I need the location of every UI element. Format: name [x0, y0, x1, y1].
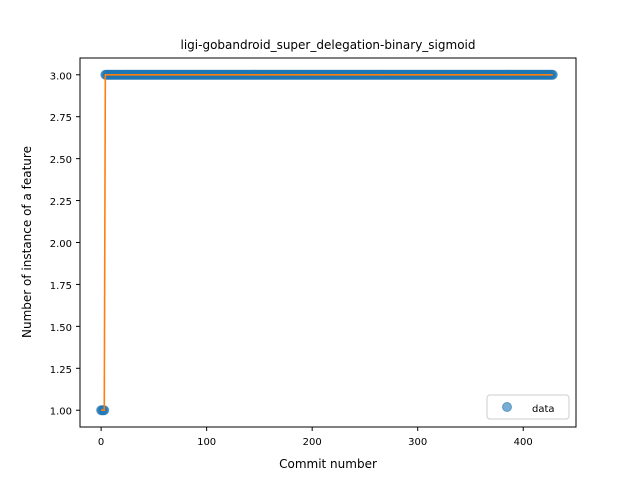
x-tick-label: 200	[303, 437, 322, 448]
legend-marker	[502, 402, 512, 412]
legend-box	[486, 394, 570, 420]
x-tick-label: 0	[98, 437, 104, 448]
y-tick-label: 2.25	[50, 197, 72, 208]
y-axis-label: Number of instance of a feature	[20, 146, 34, 338]
series-line	[101, 73, 553, 412]
legend-label-data: data	[532, 404, 555, 415]
y-tick-label: 3.00	[50, 71, 72, 82]
legend: data	[486, 394, 570, 420]
x-tick-label: 400	[514, 437, 533, 448]
plot-marks	[96, 69, 558, 416]
x-tick-label: 100	[197, 437, 216, 448]
y-tick-label: 1.00	[50, 407, 72, 418]
chart-title: ligi-gobandroid_super_delegation-binary_…	[181, 38, 476, 52]
y-tick-label: 1.50	[50, 323, 72, 334]
plot-frame	[79, 57, 577, 428]
x-axis-label: Commit number	[279, 457, 377, 471]
y-axis: 1.00 1.25 1.50 1.75 2.00 2.25 2.50 2.75 3.00	[50, 71, 80, 418]
y-tick-label: 2.00	[50, 239, 72, 250]
y-tick-label: 1.75	[50, 281, 72, 292]
y-tick-label: 1.25	[50, 365, 72, 376]
x-tick-label: 300	[408, 437, 427, 448]
x-axis: 0 100 200 300 400	[98, 427, 533, 448]
y-tick-label: 2.75	[50, 113, 72, 124]
y-tick-label: 2.50	[50, 155, 72, 166]
